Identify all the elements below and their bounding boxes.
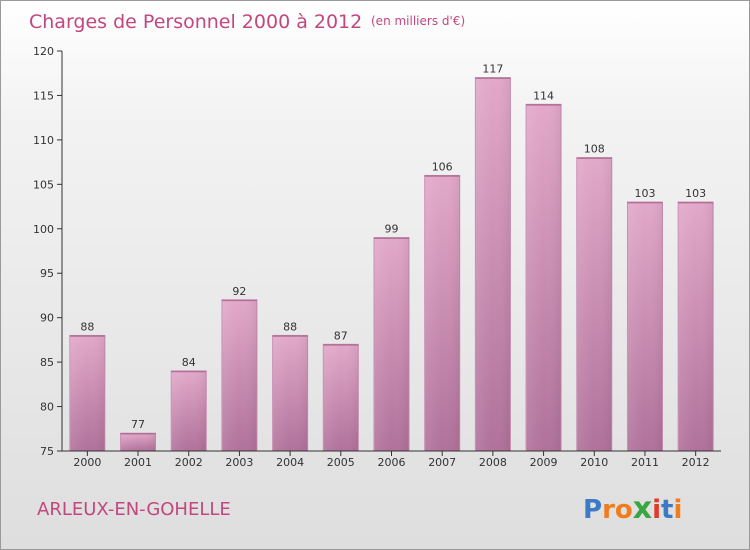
y-tick-label: 85 [40,356,54,369]
x-axis: 2000 2001 2002 2003 2004 2005 2006 2007 2008 2009… [62,450,721,469]
bar-shine [69,335,105,451]
bar-2004 [272,334,309,452]
value-label: 106 [432,160,453,173]
bar-2008 [474,77,511,452]
x-tick-label: 2012 [682,456,710,469]
value-label: 103 [634,187,655,200]
logo-letter: P [583,495,602,525]
logo-letter: r [602,495,615,525]
x-tick-label: 2011 [631,456,659,469]
y-tick-label: 95 [40,267,54,280]
bar-2010 [576,157,613,452]
bar-2002 [170,370,207,452]
place-name: ARLEUX-EN-GOHELLE [37,499,231,520]
bar-2011 [626,201,663,452]
chart-subtitle: (en milliers d'€) [371,14,465,28]
bar-shine [576,157,612,451]
bar-shine [526,104,562,451]
bars [69,77,714,452]
y-tick-label: 115 [33,89,54,102]
logo-letter: x [633,491,652,526]
y-axis: 75 80 85 90 95 100 105 110 115 120 [33,45,63,458]
value-label: 87 [334,329,348,342]
bar-2000 [69,334,106,452]
x-tick-label: 2005 [327,456,355,469]
value-label: 108 [584,143,605,156]
y-tick-label: 105 [33,178,54,191]
bar-shine [221,299,257,451]
value-label: 77 [131,418,145,431]
value-label: 99 [385,223,399,236]
bar-2003 [221,299,258,452]
bar-shine [272,335,308,451]
bar-2009 [525,103,562,452]
x-tick-label: 2010 [580,456,608,469]
bar-2001 [120,432,157,452]
value-label: 117 [482,63,503,76]
logo-letter: i [652,495,661,525]
bar-shine [171,371,207,451]
logo-letter: i [673,495,682,525]
bar-shine [678,202,714,451]
bar-shine [323,344,359,451]
value-label: 103 [685,187,706,200]
bar-2006 [373,237,410,452]
value-label: 92 [232,285,246,298]
y-tick-label: 110 [33,134,54,147]
x-tick-label: 2009 [530,456,558,469]
y-tick-label: 100 [33,223,54,236]
x-tick-label: 2001 [124,456,152,469]
bar-shine [627,202,663,451]
y-tick-label: 75 [40,445,54,458]
logo-letter: o [615,495,633,525]
x-tick-label: 2000 [73,456,101,469]
x-tick-label: 2008 [479,456,507,469]
x-tick-label: 2003 [225,456,253,469]
value-label: 114 [533,89,554,102]
x-tick-label: 2007 [428,456,456,469]
bar-shine [475,77,511,452]
chart-title: Charges de Personnel 2000 à 2012 [29,11,362,33]
x-tick-label: 2004 [276,456,304,469]
y-tick-label: 120 [33,45,54,58]
bar-shine [424,175,460,451]
value-labels: 88 77 84 92 88 87 99 106 117 114 108 103 103 [80,63,706,432]
value-label: 88 [80,320,94,333]
value-label: 88 [283,320,297,333]
bar-2005 [322,343,359,452]
bar-shine [374,237,409,451]
proxiti-logo: Proxiti [583,491,682,526]
bar-2007 [424,174,461,452]
y-tick-label: 90 [40,312,54,325]
logo-letter: t [661,495,673,525]
x-tick-label: 2002 [175,456,203,469]
value-label: 84 [182,356,196,369]
x-tick-label: 2006 [378,456,406,469]
y-tick-label: 80 [40,401,54,414]
bar-shine [120,433,156,451]
bar-2012 [677,201,714,452]
